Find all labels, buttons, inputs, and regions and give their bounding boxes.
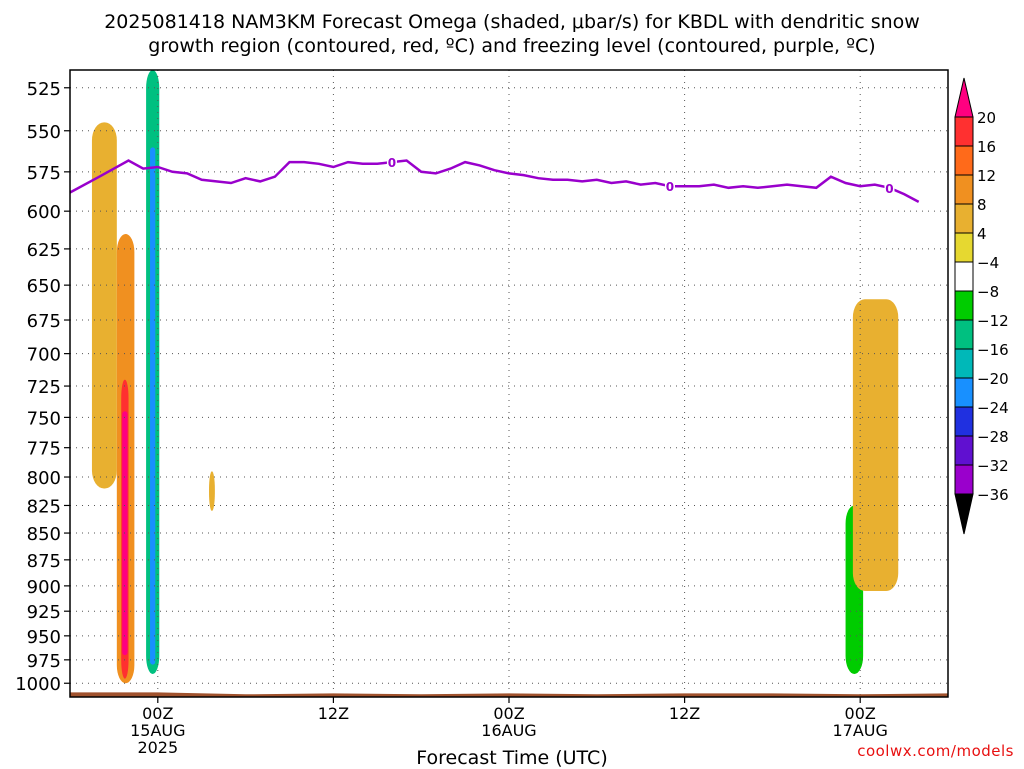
freezing-label-bg bbox=[884, 180, 895, 195]
colorbar-swatch bbox=[954, 290, 974, 321]
y-tick-label: 525 bbox=[27, 79, 61, 100]
omega-region-ascent-secondary bbox=[175, 565, 190, 646]
colorbar-label: 20 bbox=[977, 109, 996, 127]
y-tick-label: 575 bbox=[27, 163, 61, 184]
x-tick-label: 17AUG bbox=[832, 721, 887, 740]
x-axis-label: Forecast Time (UTC) bbox=[416, 747, 608, 769]
colorbar-label: −28 bbox=[977, 428, 1009, 446]
x-tick-label: 2025 bbox=[137, 738, 178, 757]
y-tick-label: 700 bbox=[27, 345, 61, 366]
credit-text: coolwx.com/models bbox=[857, 742, 1014, 760]
colorbar-swatch bbox=[954, 232, 974, 263]
colorbar-bottom-arrow bbox=[954, 493, 974, 535]
colorbar-swatch bbox=[954, 348, 974, 379]
colorbar-swatch bbox=[954, 406, 974, 437]
colorbar-swatch bbox=[954, 261, 974, 292]
y-tick-label: 900 bbox=[27, 577, 61, 598]
colorbar-label: −36 bbox=[977, 486, 1009, 504]
colorbar-swatch bbox=[954, 203, 974, 234]
y-tick-label: 625 bbox=[27, 240, 61, 261]
colorbar-swatch bbox=[954, 319, 974, 350]
colorbar-top-arrow bbox=[954, 77, 974, 118]
colorbar-label: 8 bbox=[977, 196, 987, 214]
colorbar-swatch bbox=[954, 145, 974, 176]
x-tick-label: 00Z bbox=[493, 704, 524, 723]
y-tick-label: 925 bbox=[27, 602, 61, 623]
colorbar-label: 16 bbox=[977, 138, 996, 156]
freezing-level-contour: 0 0 0 bbox=[69, 155, 920, 204]
colorbar-swatch bbox=[954, 116, 974, 147]
colorbar-label: −4 bbox=[977, 254, 999, 272]
y-tick-label: 825 bbox=[27, 496, 61, 517]
colorbar-label: 4 bbox=[977, 225, 987, 243]
y-axis: 525 550 575 600 625 650 675 700 725 750 775 800 825 8… bbox=[15, 79, 70, 695]
freezing-label-bg bbox=[664, 179, 675, 194]
freezing-label-bg bbox=[386, 155, 397, 170]
freezing-level-label: 0 bbox=[388, 156, 396, 170]
omega-region-weak-sinking-blob bbox=[209, 471, 215, 512]
freezing-level-label: 0 bbox=[666, 180, 674, 194]
grid-lines bbox=[70, 70, 948, 697]
y-tick-label: 1000 bbox=[15, 674, 61, 695]
y-tick-label: 975 bbox=[27, 651, 61, 672]
colorbar-label: −8 bbox=[977, 283, 999, 301]
colorbar-swatch bbox=[954, 377, 974, 408]
y-tick-label: 850 bbox=[27, 524, 61, 545]
x-tick-label: 12Z bbox=[318, 704, 349, 723]
colorbar-swatch bbox=[954, 174, 974, 205]
colorbar-label: −12 bbox=[977, 312, 1009, 330]
freezing-level-label: 0 bbox=[885, 182, 893, 196]
y-tick-label: 775 bbox=[27, 439, 61, 460]
freezing-level-line bbox=[69, 159, 920, 204]
chart-title-line-2: growth region (contoured, red, ºC) and f… bbox=[148, 35, 876, 57]
y-tick-label: 950 bbox=[27, 627, 61, 648]
omega-region-weak-sinking-17AUG bbox=[852, 299, 899, 591]
terrain-fill bbox=[70, 692, 948, 697]
omega-shading bbox=[91, 70, 899, 684]
colorbar: 20 16 12 8 4 −4 −8 −12 −16 −20 −24 −28 −32 −36 bbox=[954, 77, 1009, 535]
chart-title-line-1: 2025081418 NAM3KM Forecast Omega (shaded… bbox=[104, 11, 920, 33]
colorbar-label: −32 bbox=[977, 457, 1009, 475]
x-tick-label: 15AUG bbox=[130, 721, 185, 740]
omega-region-weak-ascent-16AUG bbox=[485, 596, 575, 674]
omega-region-pre-front-rising-band bbox=[91, 122, 117, 489]
colorbar-label: 12 bbox=[977, 167, 996, 185]
y-tick-label: 725 bbox=[27, 377, 61, 398]
x-tick-label: 00Z bbox=[142, 704, 173, 723]
y-tick-label: 600 bbox=[27, 202, 61, 223]
y-tick-label: 550 bbox=[27, 122, 61, 143]
y-tick-label: 675 bbox=[27, 311, 61, 332]
colorbar-swatch bbox=[954, 464, 974, 495]
surface-terrain bbox=[70, 692, 948, 697]
y-tick-label: 800 bbox=[27, 468, 61, 489]
x-tick-label: 12Z bbox=[669, 704, 700, 723]
y-tick-label: 650 bbox=[27, 276, 61, 297]
colorbar-label: −16 bbox=[977, 341, 1009, 359]
omega-ascent-core bbox=[150, 147, 156, 665]
y-tick-label: 875 bbox=[27, 551, 61, 572]
colorbar-swatch bbox=[954, 435, 974, 466]
colorbar-label: −24 bbox=[977, 399, 1009, 417]
x-tick-label: 00Z bbox=[845, 704, 876, 723]
x-tick-label: 16AUG bbox=[481, 721, 536, 740]
colorbar-label: −20 bbox=[977, 370, 1009, 388]
y-tick-label: 750 bbox=[27, 408, 61, 429]
